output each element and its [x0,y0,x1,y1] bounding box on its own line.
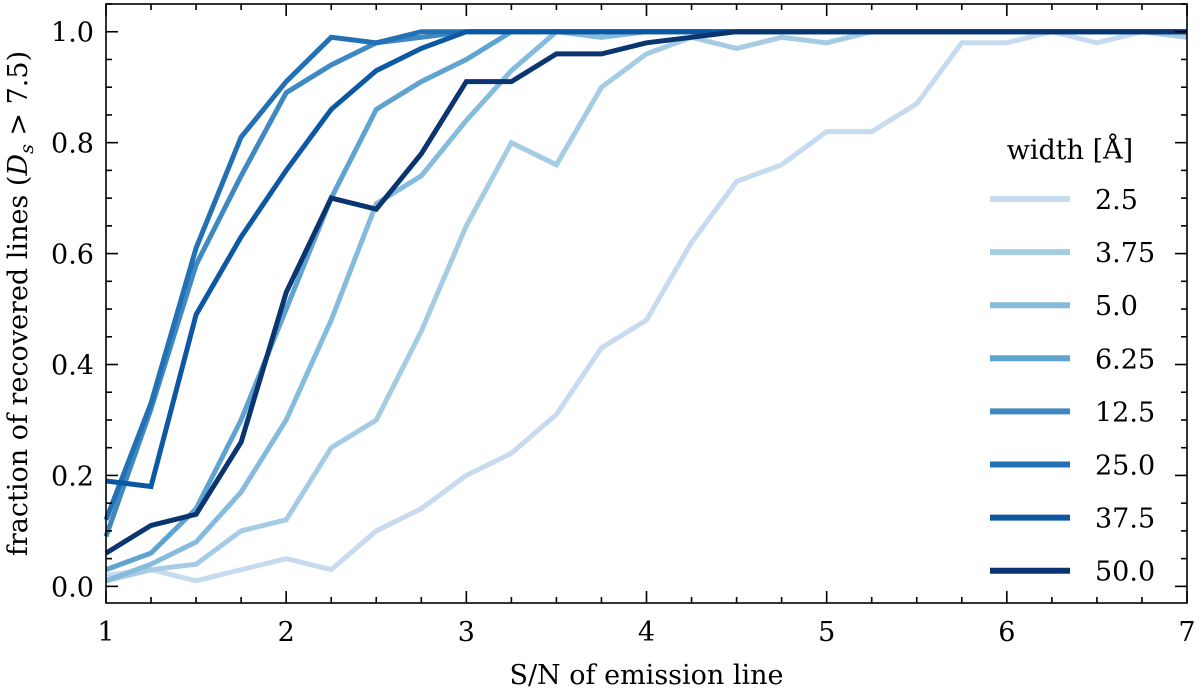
legend-label: 3.75 [1095,238,1155,269]
x-tick-label: 2 [278,617,295,648]
y-tick-label: 0.2 [51,461,94,492]
legend-label: 12.5 [1095,397,1155,428]
legend-label: 37.5 [1095,504,1155,535]
legend-title: width [Å] [1007,133,1133,166]
x-tick-label: 1 [97,617,114,648]
x-tick-label: 7 [1178,617,1195,648]
series-layer [103,29,1188,584]
y-axis-label-var: D [3,154,34,177]
x-tick-label: 4 [638,617,655,648]
x-tick-label: 3 [458,617,475,648]
y-tick-label: 1.0 [51,18,94,49]
legend-entries: 2.5 3.75 5.0 6.25 12.5 25.0 37.5 50.0 [990,185,1155,588]
y-tick-label: 0.6 [51,240,94,271]
tick-label-layer: 1 2 3 4 5 6 7 0.0 0.2 0.4 0.6 0.8 1.0 [51,18,1196,648]
legend-label: 5.0 [1095,291,1138,322]
y-tick-label: 0.0 [51,572,94,603]
y-tick-label: 0.8 [51,129,94,160]
legend-label: 2.5 [1095,185,1138,216]
legend-label: 25.0 [1095,451,1155,482]
series-line-50-0 [104,29,1187,556]
legend-label: 50.0 [1095,557,1155,588]
series-line-2-5 [105,29,1187,584]
x-tick-label: 6 [998,617,1015,648]
tick-layer [105,3,1188,603]
y-axis-label-subscript: s [16,144,38,154]
x-tick-label: 5 [818,617,835,648]
y-axis-label-prefix: fraction of recovered lines ( [3,176,34,557]
y-tick-label: 0.4 [51,351,94,382]
legend: width [Å] 2.5 3.75 5.0 6.25 12.5 25.0 37.5 50.0 [990,133,1155,588]
y-axis-label-suffix: > 7.5) [3,51,34,144]
series-line-6-25 [105,29,1187,573]
plot-frame [105,3,1188,604]
y-axis-label: fraction of recovered lines (Ds > 7.5) [3,51,38,556]
legend-label: 6.25 [1095,344,1155,375]
x-axis-label: S/N of emission line [509,660,783,691]
